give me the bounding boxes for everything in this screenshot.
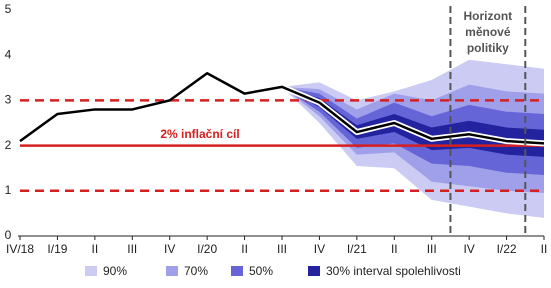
y-tick-label: 5	[5, 2, 12, 16]
legend-swatch	[308, 266, 320, 276]
legend-label: 30% interval spolehlivosti	[326, 264, 461, 278]
x-tick-label: IV	[164, 242, 175, 256]
legend-swatch	[85, 266, 97, 276]
series-line	[19, 72, 545, 145]
y-tick-label: 0	[5, 228, 12, 242]
y-tick-label: 2	[5, 138, 12, 152]
legend-label: 90%	[103, 264, 127, 278]
horizon-label: měnové	[465, 25, 511, 39]
legend-swatch	[231, 266, 243, 276]
horizon-label: Horizont	[464, 9, 513, 23]
y-tick-label: 3	[5, 93, 12, 107]
x-tick-label: II	[241, 242, 248, 256]
legend-label: 70%	[184, 264, 208, 278]
x-tick-label: III	[127, 242, 137, 256]
x-tick-label: I/20	[197, 242, 217, 256]
x-tick-label: IV	[463, 242, 474, 256]
x-tick-label: II	[541, 242, 548, 256]
x-tick-label: II	[92, 242, 99, 256]
x-tick-label: III	[277, 242, 287, 256]
x-tick-label: I/22	[497, 242, 517, 256]
x-tick-label: IV/18	[6, 242, 34, 256]
target-label: 2% inflační cíl	[160, 127, 239, 141]
x-tick-label: I/19	[47, 242, 67, 256]
horizon-label-bg	[452, 6, 524, 60]
x-tick-label: II	[391, 242, 398, 256]
legend-swatch	[166, 266, 178, 276]
x-tick-label: III	[427, 242, 437, 256]
x-tick-label: IV	[314, 242, 325, 256]
y-tick-label: 1	[5, 183, 12, 197]
x-tick-label: I/21	[347, 242, 367, 256]
y-tick-label: 4	[5, 47, 12, 61]
confidence-band	[282, 86, 544, 157]
legend-label: 50%	[249, 264, 273, 278]
horizon-label: politiky	[467, 41, 509, 55]
